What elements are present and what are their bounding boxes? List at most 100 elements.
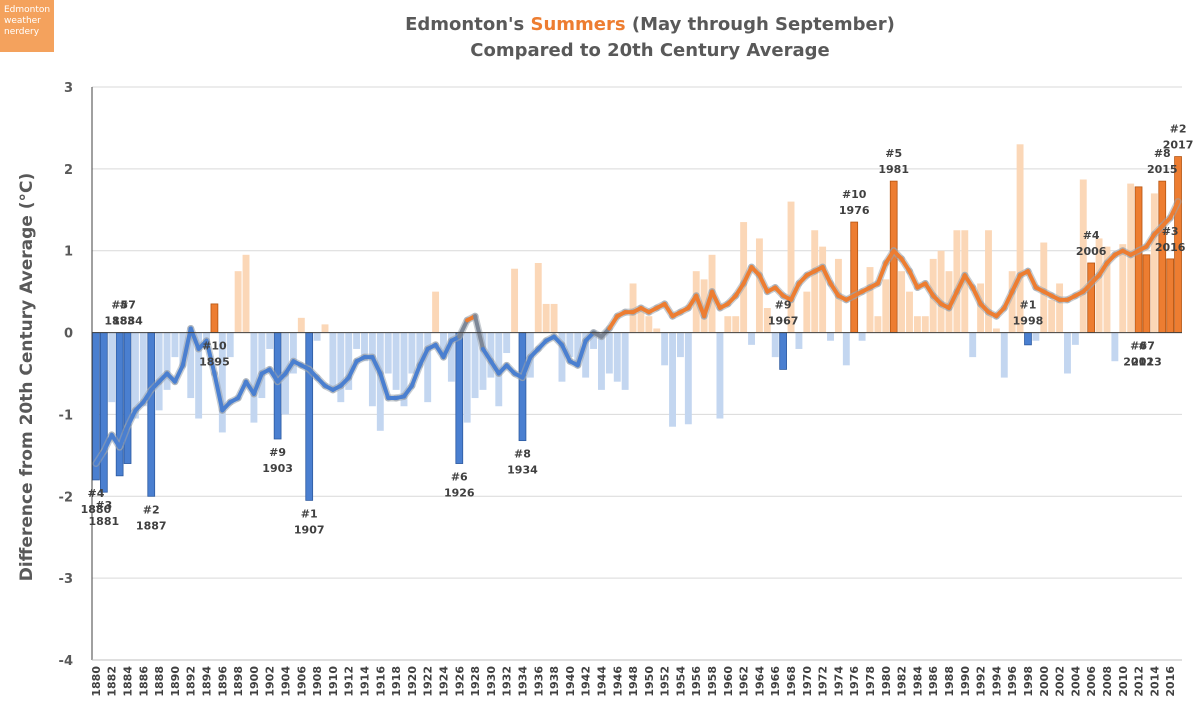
x-tick-label: 1992	[975, 666, 988, 697]
title-suffix: (May through September)	[625, 14, 895, 35]
bar	[155, 332, 163, 411]
x-tick-label: 1998	[1022, 666, 1035, 697]
bar	[969, 332, 977, 358]
x-tick-label: 1888	[153, 666, 166, 697]
x-tick-label: 1968	[785, 666, 798, 697]
annotation-year: 2006	[1076, 245, 1107, 258]
trend-segment	[954, 273, 967, 294]
annotation-year: 1998	[1013, 315, 1044, 328]
trend-segment	[433, 342, 446, 360]
annotation-rank: #7	[119, 299, 136, 312]
bar	[345, 332, 353, 390]
trend-segment	[1168, 199, 1181, 220]
trend-segment	[962, 273, 975, 290]
bar	[913, 316, 921, 333]
trend-segment	[1144, 232, 1157, 249]
bar	[250, 332, 258, 423]
bar	[1064, 332, 1071, 374]
bar	[676, 332, 684, 358]
bar	[898, 271, 906, 333]
annotation-year: 1934	[507, 464, 538, 477]
trend-segment	[370, 355, 383, 376]
bar	[361, 332, 368, 362]
annotation-rank: #8	[514, 448, 531, 461]
bar	[163, 332, 171, 390]
bar	[716, 332, 724, 419]
y-tick-label: 3	[64, 81, 73, 96]
bar	[574, 332, 582, 366]
annotation-year: 1881	[89, 515, 120, 528]
annotation-rank: #9	[775, 299, 792, 312]
x-tick-label: 1980	[880, 666, 893, 697]
bar	[171, 332, 179, 358]
x-tick-label: 1976	[848, 666, 861, 697]
bar	[906, 291, 913, 333]
annotation-year: 1884	[112, 315, 143, 328]
y-tick-label: -3	[59, 572, 73, 587]
bar	[953, 230, 961, 333]
annotation-rank: #1	[1020, 299, 1037, 312]
trend-segment	[251, 371, 264, 396]
x-tick-label: 1944	[595, 666, 608, 697]
trend-segment	[1097, 260, 1109, 278]
bar	[937, 250, 945, 333]
annotation-year: 2017	[1163, 139, 1194, 152]
annotation-year: 2016	[1155, 241, 1186, 254]
bar	[463, 332, 471, 423]
bar	[921, 316, 929, 333]
bar	[827, 332, 834, 341]
bar-ranked	[1134, 186, 1143, 333]
x-tick-label: 1884	[122, 666, 135, 697]
bar	[629, 283, 637, 333]
x-tick-label: 1880	[90, 666, 103, 697]
bar	[748, 332, 755, 345]
trend-segment	[607, 314, 620, 331]
bar	[258, 332, 266, 399]
annotation-year: 1967	[768, 315, 799, 328]
trend-segment	[907, 269, 920, 290]
bar	[645, 316, 653, 333]
bar	[558, 332, 566, 382]
bar	[368, 332, 376, 407]
bar	[866, 267, 874, 333]
trend-segment	[520, 355, 533, 380]
x-tick-label: 2014	[1148, 666, 1161, 697]
y-axis-label: Difference from 20th Century Average (°C…	[17, 173, 37, 582]
x-tick-label: 2004	[1069, 666, 1082, 697]
x-tick-label: 1994	[990, 666, 1003, 697]
annotations: #4 1880 #5 1883 #3 1881 #7 1884 #2 1887 #10 1895 #9 1…	[81, 123, 1194, 537]
y-tick-label: 0	[64, 327, 73, 342]
x-tick-label: 1946	[611, 666, 624, 697]
bar	[416, 332, 424, 366]
bar-ranked	[1158, 180, 1167, 333]
bar	[811, 230, 819, 333]
bar-ranked	[305, 332, 314, 501]
bar	[297, 317, 305, 333]
trend-segment	[1025, 269, 1038, 290]
bar	[234, 271, 242, 333]
trend-segment	[283, 359, 296, 376]
bar	[819, 246, 827, 333]
trend-segment	[559, 342, 572, 364]
trend-segment	[401, 383, 414, 399]
x-tick-label: 1902	[264, 666, 277, 697]
trend-segment	[733, 281, 746, 298]
bar	[187, 332, 195, 399]
bar	[226, 332, 234, 358]
trend-segment	[662, 301, 675, 319]
trend-segment	[710, 289, 722, 311]
bar	[321, 324, 329, 333]
bar	[566, 332, 574, 358]
x-tick-label: 1960	[722, 666, 735, 697]
bar	[582, 332, 590, 378]
trend-segment	[141, 387, 154, 405]
x-tick-label: 1930	[485, 666, 498, 697]
bar	[684, 332, 692, 425]
x-tick-label: 1986	[927, 666, 940, 697]
bar	[771, 332, 779, 358]
badge-line-3: nerdery	[4, 27, 40, 37]
bar-ranked	[123, 332, 132, 464]
bar	[139, 332, 147, 407]
bar	[479, 332, 487, 390]
